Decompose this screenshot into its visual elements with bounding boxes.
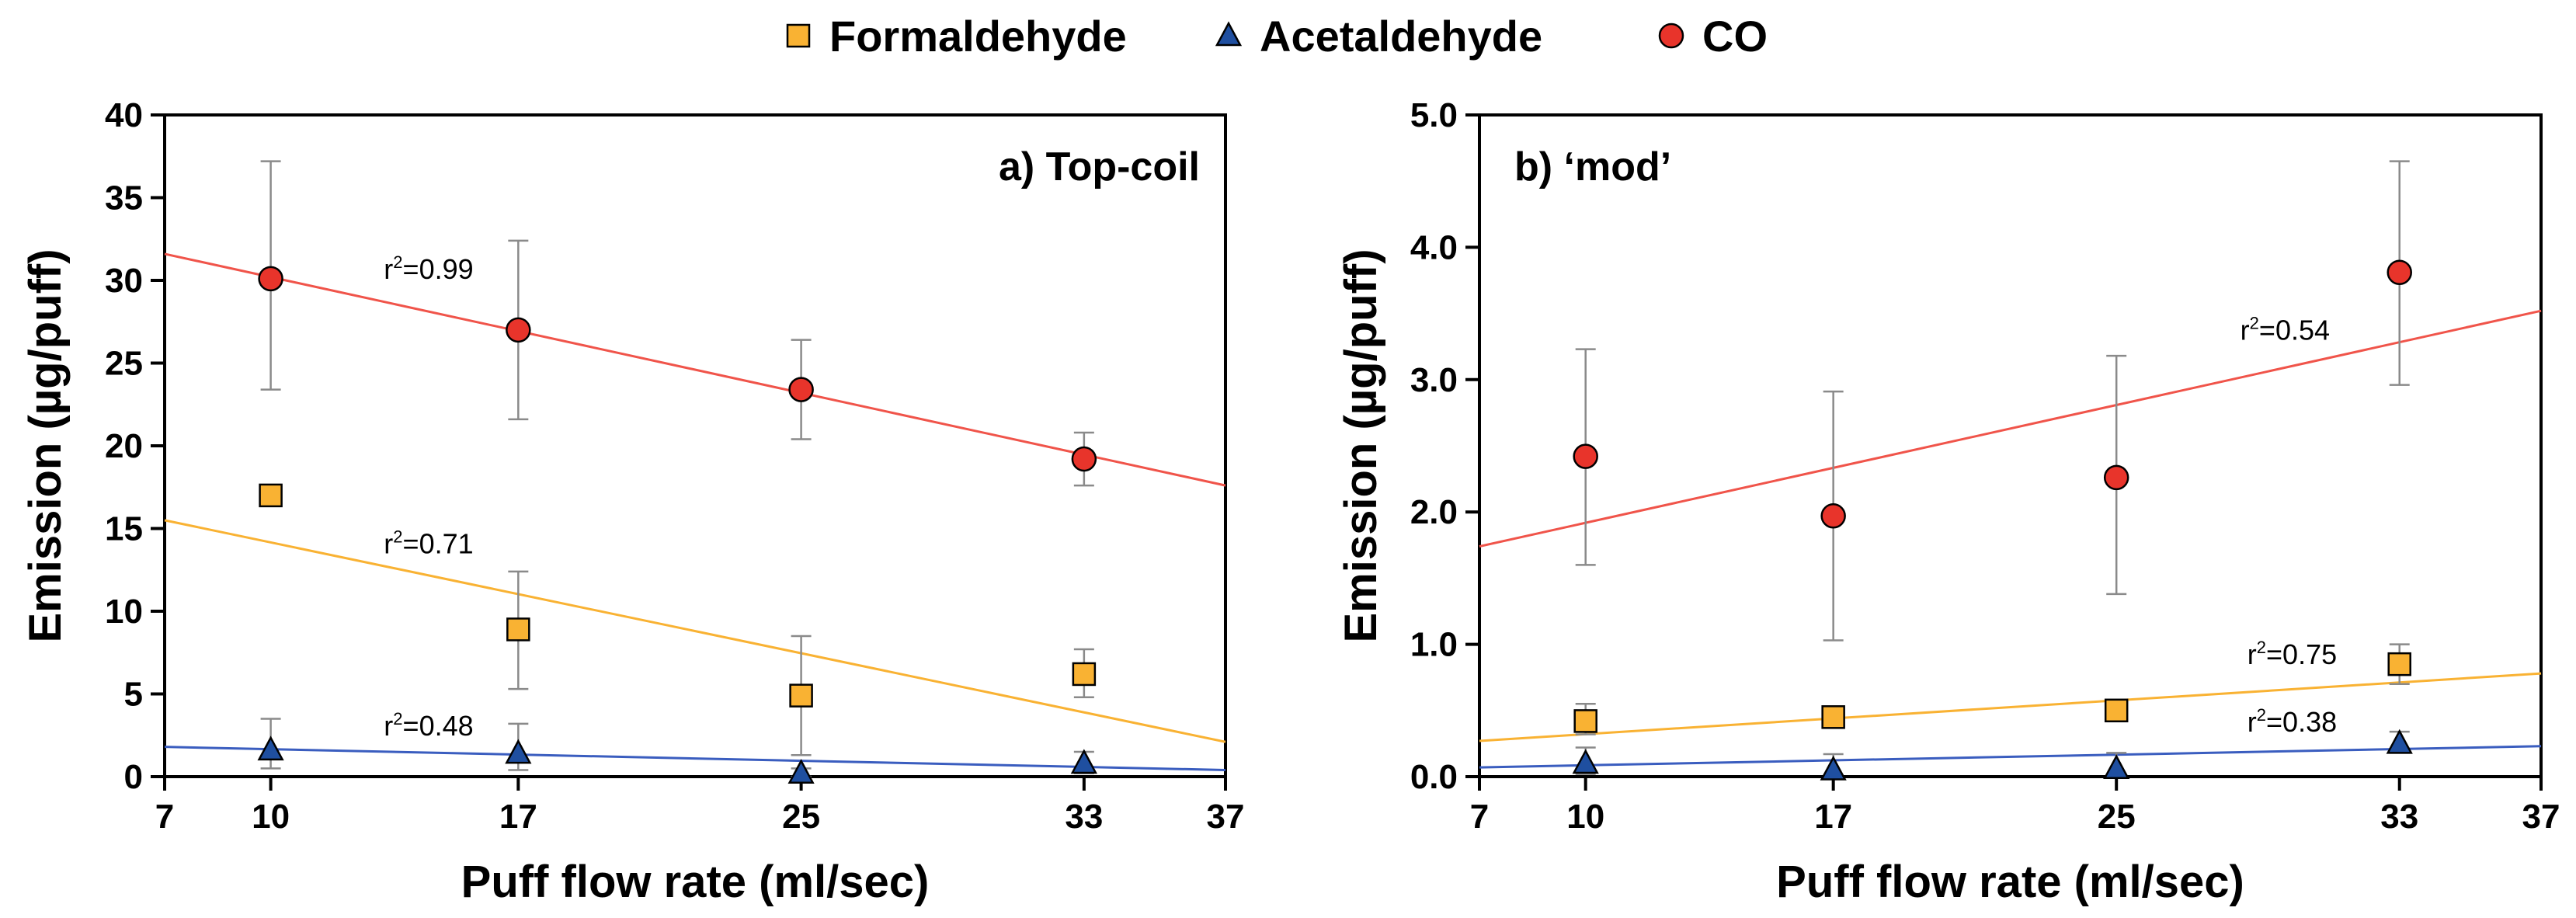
y-tick-label: 2.0: [1410, 493, 1458, 531]
r2-label-co: r2=0.54: [2241, 314, 2330, 346]
x-tick-label: 10: [252, 798, 290, 836]
r2-label-acetaldehyde: r2=0.38: [2247, 705, 2337, 738]
legend-marker-co: [1658, 23, 1684, 49]
series-formaldehyde: r2=0.71: [164, 483, 1226, 756]
y-tick-label: 20: [105, 427, 143, 465]
panel-top-coil: 0 5 10 15 20 25 30 35 40 7 10 17 25 33 37 Puff flow rat…: [20, 96, 1244, 907]
data-point-acetaldehyde: [787, 759, 815, 784]
data-point-formaldehyde: [789, 683, 813, 708]
series-acetaldehyde: r2=0.38: [1479, 705, 2542, 781]
series-co: r2=0.54: [1479, 160, 2542, 642]
legend-marker-formaldehyde: [786, 23, 811, 48]
data-point-co: [506, 317, 531, 343]
x-tick-label: 7: [1470, 798, 1489, 836]
legend: Formaldehyde Acetaldehyde CO: [786, 12, 1768, 61]
y-tick-label: 5.0: [1410, 96, 1458, 134]
plot-frame: [1478, 113, 2543, 778]
y-tick-label: 1.0: [1410, 626, 1458, 664]
data-point-co: [2387, 259, 2412, 286]
plot-frame: [163, 113, 1227, 778]
fit-line-co: [1479, 309, 2542, 548]
y-tick-label: 0: [124, 758, 143, 796]
data-point-formaldehyde: [2104, 698, 2129, 723]
data-point-co: [788, 377, 814, 402]
y-tick-label: 4.0: [1410, 228, 1458, 266]
y-tick-label: 5: [124, 676, 143, 714]
y-tick-label: 30: [105, 262, 143, 300]
panel-label: a) Top-coil: [999, 144, 1200, 190]
panel-mod: 0.0 1.0 2.0 3.0 4.0 5.0 7 10 17 25 33 37 Puff flow r…: [1336, 96, 2560, 907]
y-tick-label: 35: [105, 179, 143, 217]
data-point-formaldehyde: [1573, 709, 1597, 733]
y-tick-label: 15: [105, 510, 143, 548]
y-tick-label: 0.0: [1410, 758, 1458, 796]
data-point-formaldehyde: [1072, 662, 1097, 687]
legend-label-co: CO: [1702, 12, 1768, 61]
x-tick-label: 37: [2522, 798, 2560, 836]
x-tick-label: 17: [1814, 798, 1852, 836]
x-axis-title: Puff flow rate (ml/sec): [1776, 857, 2244, 907]
series-formaldehyde: r2=0.75: [1479, 638, 2542, 742]
panel-label: b) ‘mod’: [1514, 144, 1671, 190]
r2-label-formaldehyde: r2=0.75: [2247, 638, 2337, 670]
y-tick-label: 40: [105, 96, 143, 134]
legend-marker-acetaldehyde: [1215, 21, 1243, 47]
data-point-acetaldehyde: [1820, 755, 1847, 781]
y-tick-label: 25: [105, 345, 143, 383]
data-point-formaldehyde: [1821, 705, 1845, 729]
data-point-acetaldehyde: [2103, 754, 2130, 780]
r2-label-co: r2=0.99: [384, 252, 473, 285]
data-point-co: [1573, 443, 1598, 469]
x-tick-label: 17: [499, 798, 537, 836]
data-point-acetaldehyde: [2386, 728, 2413, 754]
fit-line-acetaldehyde: [164, 746, 1226, 771]
r2-label-acetaldehyde: r2=0.48: [384, 709, 473, 742]
x-tick-label: 7: [155, 798, 174, 836]
data-point-formaldehyde: [259, 483, 283, 508]
fit-line-acetaldehyde: [1479, 745, 2542, 769]
r2-label-formaldehyde: r2=0.71: [384, 527, 473, 559]
series-co: r2=0.99: [164, 160, 1226, 487]
x-tick-label: 10: [1566, 798, 1604, 836]
data-point-formaldehyde: [2387, 652, 2411, 676]
y-tick-label: 10: [105, 593, 143, 631]
legend-label-formaldehyde: Formaldehyde: [829, 12, 1127, 61]
data-point-formaldehyde: [506, 617, 530, 642]
x-tick-label: 33: [2380, 798, 2418, 836]
data-point-acetaldehyde: [1572, 749, 1599, 774]
y-axis-title: Emission (µg/puff): [20, 249, 71, 642]
data-point-co: [1071, 446, 1097, 472]
data-point-acetaldehyde: [257, 735, 284, 761]
y-axis-title: Emission (µg/puff): [1336, 249, 1386, 642]
y-tick-label: 3.0: [1410, 361, 1458, 399]
data-point-co: [258, 266, 283, 292]
series-acetaldehyde: r2=0.48: [164, 709, 1226, 784]
legend-label-acetaldehyde: Acetaldehyde: [1260, 12, 1542, 61]
x-tick-label: 25: [2098, 798, 2136, 836]
x-tick-label: 33: [1065, 798, 1103, 836]
data-point-acetaldehyde: [1070, 749, 1097, 774]
fit-line-co: [164, 252, 1226, 487]
data-point-co: [1820, 503, 1846, 529]
x-tick-label: 25: [782, 798, 820, 836]
fit-line-formaldehyde: [1479, 672, 2542, 742]
x-tick-label: 37: [1207, 798, 1245, 836]
x-axis-title: Puff flow rate (ml/sec): [461, 857, 930, 907]
data-point-co: [2103, 464, 2129, 491]
fit-line-formaldehyde: [164, 519, 1226, 743]
data-point-acetaldehyde: [505, 739, 532, 764]
